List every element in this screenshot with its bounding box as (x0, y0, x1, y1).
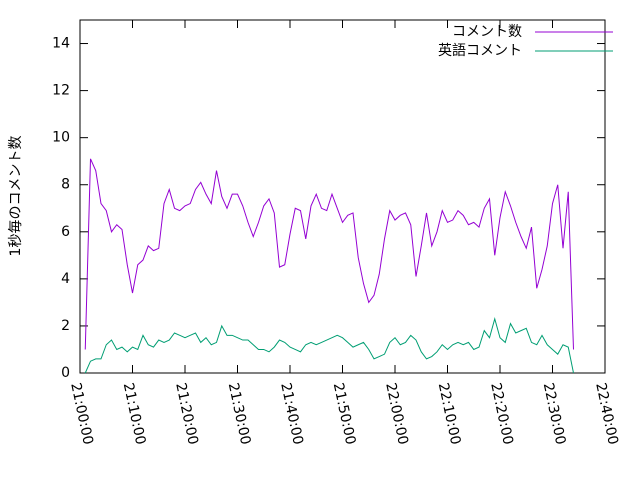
legend-label: コメント数 (452, 24, 522, 40)
x-tick-label: 22:10:00 (435, 381, 464, 446)
x-tick-label: 21:30:00 (225, 381, 254, 446)
y-tick-label: 8 (61, 177, 70, 193)
y-tick-label: 10 (52, 130, 70, 146)
data-line (84, 158, 574, 350)
plot-frame (79, 19, 606, 374)
y-tick-label: 6 (61, 224, 70, 240)
legend-label: 英語コメント (438, 42, 522, 59)
x-tick-label: 21:20:00 (172, 381, 201, 446)
y-tick-label: 14 (52, 36, 70, 52)
x-tick-label: 21:10:00 (120, 381, 149, 446)
x-tick-label: 21:50:00 (330, 381, 359, 446)
data-line (84, 317, 574, 374)
y-axis-label: 1秒毎のコメント数 (8, 136, 24, 257)
y-tick-label: 12 (52, 83, 70, 99)
x-tick-label: 22:00:00 (382, 381, 411, 446)
y-tick-label: 0 (61, 365, 70, 381)
x-tick-label: 21:00:00 (67, 381, 96, 446)
x-tick-label: 21:40:00 (277, 381, 306, 446)
y-tick-label: 2 (61, 318, 70, 334)
x-tick-label: 22:20:00 (487, 381, 516, 446)
x-tick-label: 22:30:00 (540, 381, 569, 446)
y-tick-label: 4 (61, 271, 70, 287)
x-tick-label: 22:40:00 (592, 381, 621, 446)
